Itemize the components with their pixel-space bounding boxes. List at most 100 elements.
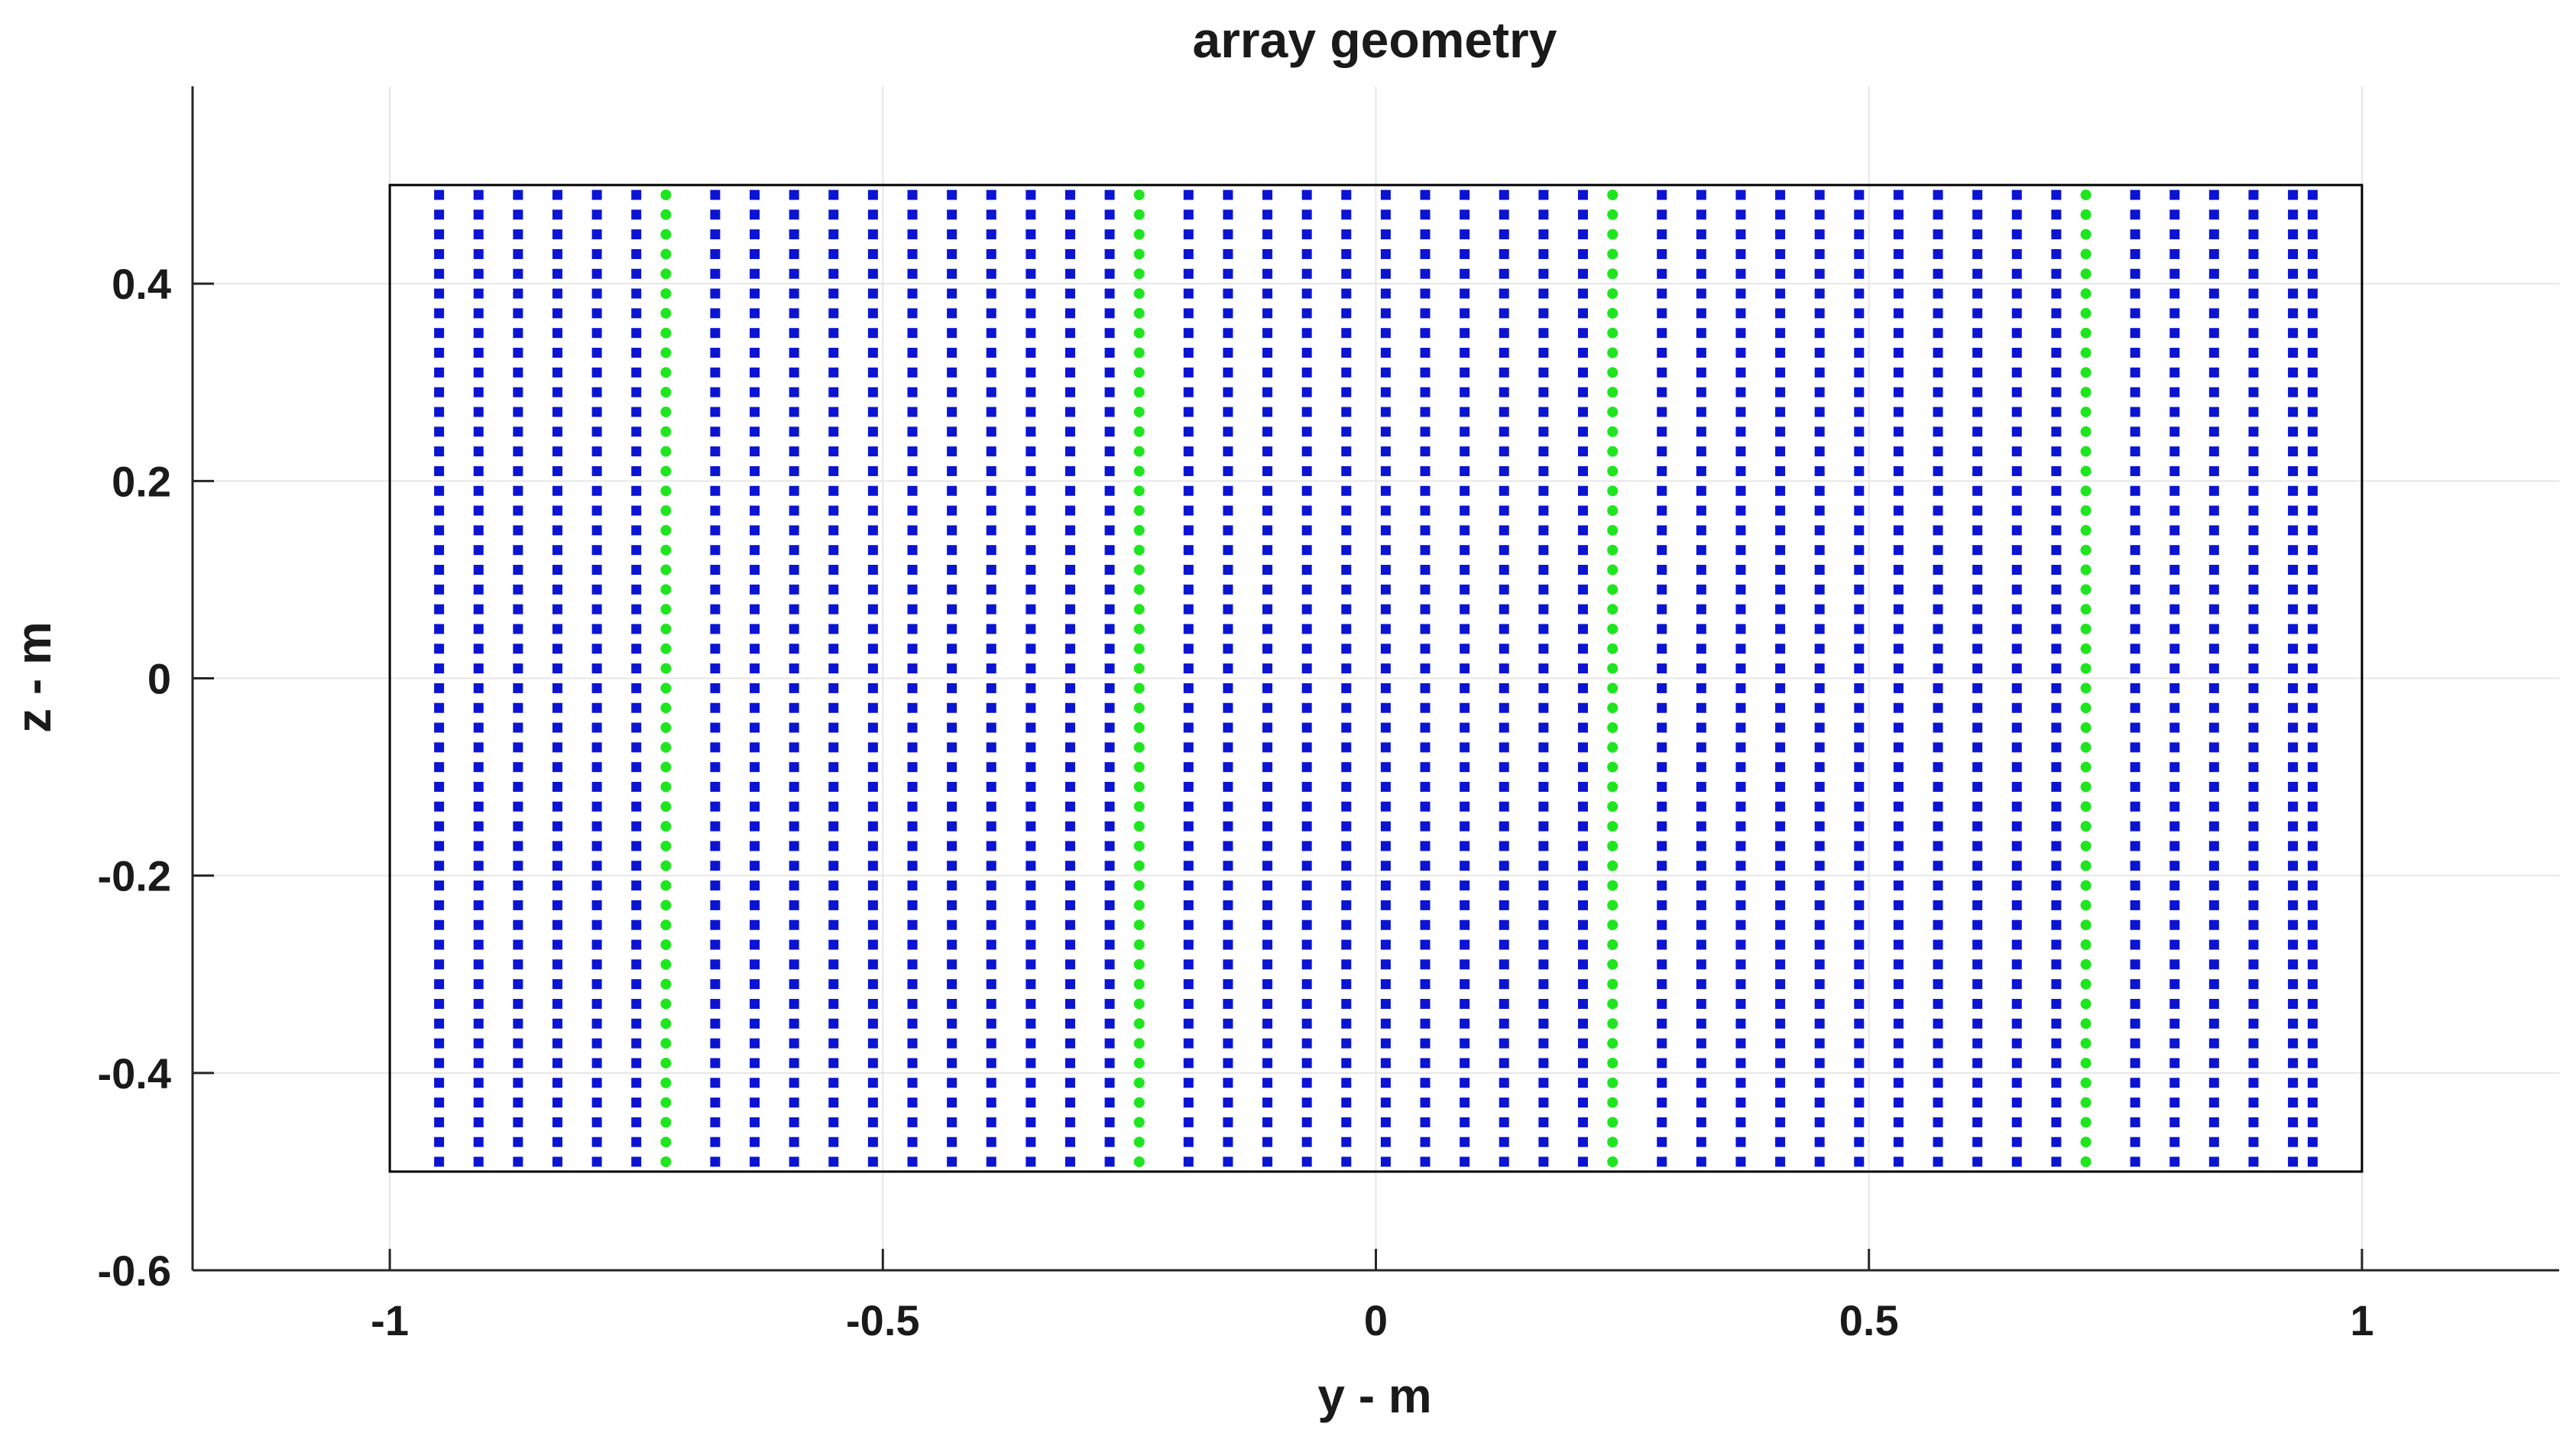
element-square-marker [947,663,957,674]
element-square-marker [1854,841,1865,851]
element-square-marker [867,525,878,536]
element-square-marker [1538,1058,1549,1068]
element-square-marker [1775,998,1786,1009]
element-square-marker [1262,702,1273,713]
element-square-marker [1499,565,1509,576]
element-square-marker [867,308,878,319]
element-square-marker [1814,663,1825,674]
element-square-marker [1223,663,1233,674]
element-square-marker [1538,565,1549,576]
element-square-marker [1420,841,1431,851]
element-square-marker [2208,387,2219,397]
element-square-marker [986,268,996,279]
element-square-marker [789,722,799,733]
element-square-marker [513,900,523,910]
element-square-marker [907,525,918,536]
element-square-marker [2307,426,2318,437]
element-square-marker [1301,1098,1312,1108]
element-square-marker [1262,1098,1273,1108]
element-square-marker [1183,742,1194,753]
element-square-marker [2011,742,2022,753]
element-square-marker [710,308,721,319]
element-square-marker [1854,426,1865,437]
element-square-marker [1854,742,1865,753]
element-circle-marker [1607,446,1619,457]
element-square-marker [1183,328,1194,339]
element-circle-marker [2080,268,2092,280]
element-square-marker [2011,624,2022,634]
element-square-marker [867,742,878,753]
element-square-marker [907,367,918,378]
element-square-marker [1104,407,1115,417]
element-square-marker [1460,505,1470,516]
element-square-marker [1854,919,1865,930]
element-square-marker [947,722,957,733]
element-square-marker [2307,683,2318,693]
element-square-marker [2130,762,2140,773]
element-circle-marker [1133,663,1145,674]
element-square-marker [1064,841,1075,851]
element-square-marker [1933,683,1943,693]
element-square-marker [1420,505,1431,516]
element-square-marker [1577,485,1588,496]
element-square-marker [907,1078,918,1088]
element-square-marker [750,1137,760,1147]
element-square-marker [1301,248,1312,259]
element-square-marker [513,328,523,339]
element-square-marker [750,979,760,990]
element-square-marker [1262,604,1273,614]
element-square-marker [1893,190,1904,200]
element-square-marker [2051,959,2062,970]
element-square-marker [867,1117,878,1127]
element-circle-marker [1607,840,1619,851]
element-square-marker [867,209,878,220]
element-square-marker [1183,407,1194,417]
element-square-marker [1064,979,1075,990]
element-square-marker [1301,1156,1312,1167]
element-square-marker [947,1078,957,1088]
element-square-marker [1026,821,1036,832]
element-square-marker [2288,1078,2299,1088]
element-square-marker [1223,781,1233,792]
element-circle-marker [1607,1057,1619,1068]
element-square-marker [710,465,721,476]
element-square-marker [1972,328,1983,339]
element-square-marker [1064,801,1075,812]
element-square-marker [2051,900,2062,910]
element-square-marker [552,584,562,595]
element-square-marker [1538,683,1549,693]
element-square-marker [2051,288,2062,299]
element-square-marker [552,446,562,457]
element-square-marker [1577,229,1588,240]
element-square-marker [2011,485,2022,496]
element-square-marker [1735,268,1746,279]
element-circle-marker [1607,564,1619,576]
element-square-marker [2130,525,2140,536]
element-square-marker [2051,407,2062,417]
element-square-marker [1104,861,1115,871]
element-square-marker [631,979,642,990]
element-square-marker [591,229,602,240]
element-square-marker [1577,919,1588,930]
element-square-marker [1893,505,1904,516]
element-square-marker [1854,308,1865,319]
element-square-marker [1499,604,1509,614]
element-square-marker [1183,387,1194,397]
element-square-marker [1933,900,1943,910]
element-square-marker [1696,505,1706,516]
element-square-marker [1380,1098,1391,1108]
element-square-marker [1064,426,1075,437]
element-square-marker [591,1038,602,1049]
element-square-marker [1972,584,1983,595]
element-square-marker [1657,1078,1667,1088]
element-circle-marker [660,544,672,556]
element-square-marker [513,465,523,476]
element-square-marker [473,722,484,733]
y-tick-label: 0.4 [112,260,171,308]
element-square-marker [2130,919,2140,930]
element-square-marker [1854,880,1865,891]
element-square-marker [986,781,996,792]
element-square-marker [1814,919,1825,930]
element-square-marker [1064,348,1075,358]
element-square-marker [1814,584,1825,595]
